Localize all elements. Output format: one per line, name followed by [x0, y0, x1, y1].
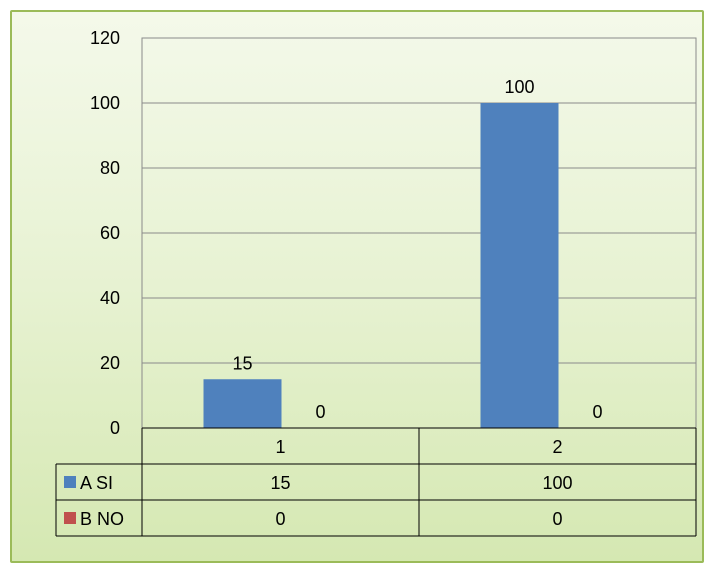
y-tick-label: 20	[100, 353, 120, 373]
bar-a-si-2	[480, 103, 559, 428]
data-labels: 15 0 100 0	[232, 77, 602, 422]
chart-area	[10, 10, 704, 563]
y-tick-label: 40	[100, 288, 120, 308]
bar-a-si-1	[203, 379, 282, 428]
y-tick-label: 120	[90, 28, 120, 48]
y-tick-label: 0	[110, 418, 120, 438]
legend-key	[64, 476, 76, 488]
y-tick-label: 100	[90, 93, 120, 113]
x-tick-label: 1	[275, 437, 285, 457]
data-label: 0	[592, 402, 602, 422]
table-cell: 0	[552, 509, 562, 529]
legend-key	[64, 512, 76, 524]
legend-entry: A SI	[80, 473, 113, 493]
bars	[203, 103, 559, 428]
data-label: 100	[504, 77, 534, 97]
y-tick-label: 80	[100, 158, 120, 178]
table-cell: 0	[275, 509, 285, 529]
gridlines	[142, 102, 696, 364]
table-cell: 100	[542, 473, 572, 493]
legend-entry: B NO	[80, 509, 124, 529]
table-cell: 15	[270, 473, 290, 493]
data-label: 15	[232, 353, 252, 373]
data-table: 1 2 A SI 15 100 B NO 0 0	[55, 427, 697, 537]
y-tick-label: 60	[100, 223, 120, 243]
y-axis: 0 20 40 60 80 100 120	[90, 28, 120, 438]
x-tick-label: 2	[552, 437, 562, 457]
data-label: 0	[315, 402, 325, 422]
